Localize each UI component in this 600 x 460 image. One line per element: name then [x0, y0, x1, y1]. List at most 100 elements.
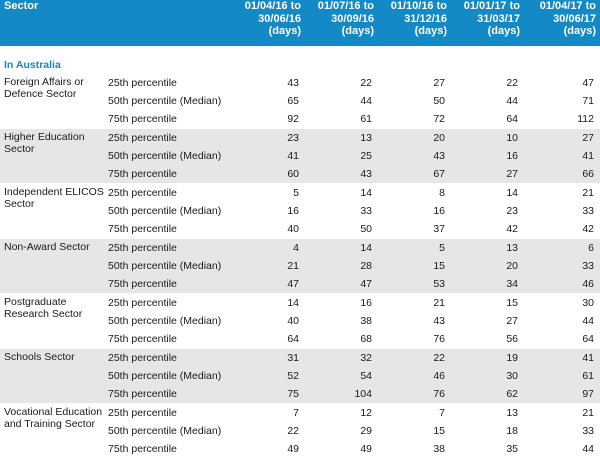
value-cell: 66: [524, 165, 600, 184]
value-cell: 18: [506, 425, 518, 437]
value-cell: 12: [305, 403, 378, 422]
value-cell: 53: [378, 275, 451, 294]
percentile-label: 50th percentile (Median): [108, 257, 232, 275]
value-cell: 60: [232, 165, 305, 184]
value-cell: 8: [378, 183, 451, 202]
value-cell: 22: [378, 348, 451, 367]
sector-name: Postgraduate Research Sector: [0, 293, 108, 349]
value-cell: 27: [506, 315, 518, 327]
value-cell: 44: [582, 315, 594, 327]
sector-name: Independent ELICOS Sector: [0, 183, 108, 239]
value-cell: 76: [378, 385, 451, 404]
sector-name: Higher Education Sector: [0, 128, 108, 184]
value-cell: 15: [433, 425, 445, 437]
value-cell: 41: [524, 348, 600, 367]
value-cell: 47: [305, 275, 378, 294]
period-start: 01/01/17 to: [463, 0, 520, 12]
table-row: 75th percentile 92 61 72 64 112: [0, 110, 600, 129]
table-row: 50th percentile (Median) 40 38 43 27 44: [0, 312, 600, 330]
value-cell: 30: [524, 293, 600, 312]
value-cell: 47: [232, 275, 305, 294]
percentile-label: 75th percentile: [108, 275, 232, 294]
table-row: 50th percentile (Median) 16 33 16 23 33: [0, 202, 600, 220]
period-start: 01/10/16 to: [390, 0, 447, 12]
table-row: Independent ELICOS Sector 25th percentil…: [0, 183, 600, 239]
percentile-label: 75th percentile: [108, 113, 177, 125]
value-cell: 7: [378, 403, 451, 422]
value-cell: 21: [524, 183, 600, 202]
percentile-label: 75th percentile: [108, 223, 177, 235]
table-row: Schools Sector 25th percentile 31 32 22 …: [0, 348, 600, 404]
percentile-label: 50th percentile (Median): [108, 425, 222, 437]
value-cell: 5: [378, 238, 451, 257]
period-column-header: 01/01/17 to 31/03/17 (days): [451, 0, 524, 46]
value-cell: 41: [524, 147, 600, 165]
sector-column-header: Sector: [0, 0, 232, 46]
value-cell: 44: [506, 95, 518, 107]
value-cell: 65: [287, 95, 299, 107]
value-cell: 54: [305, 367, 378, 385]
value-cell: 76: [433, 333, 445, 345]
value-cell: 33: [524, 257, 600, 275]
value-cell: 22: [305, 73, 378, 92]
table-row: Foreign Affairs or Defence Sector 25th p…: [0, 73, 600, 129]
percentile-label: 25th percentile: [108, 183, 232, 202]
value-cell: 38: [433, 443, 445, 455]
percentile-label: 25th percentile: [108, 128, 232, 147]
value-cell: 7: [232, 403, 305, 422]
value-cell: 14: [305, 238, 378, 257]
value-cell: 41: [232, 147, 305, 165]
value-cell: 16: [305, 293, 378, 312]
value-cell: 32: [305, 348, 378, 367]
percentile-label: 25th percentile: [108, 238, 232, 257]
value-cell: 23: [232, 128, 305, 147]
percentile-label: 50th percentile (Median): [108, 315, 222, 327]
value-cell: 23: [506, 205, 518, 217]
period-unit: (days): [414, 25, 447, 37]
value-cell: 46: [378, 367, 451, 385]
sector-name: Vocational Education and Training Sector: [0, 403, 108, 458]
period-column-header: 01/07/16 to 30/09/16 (days): [305, 0, 378, 46]
value-cell: 16: [433, 205, 445, 217]
table-row: 50th percentile (Median) 21 28 15 20 33: [0, 257, 600, 275]
period-start: 01/07/16 to: [317, 0, 374, 12]
period-start: 01/04/16 to: [244, 0, 301, 12]
period-column-header: 01/04/17 to 30/06/17 (days): [524, 0, 600, 46]
table-row: 50th percentile (Median) 22 29 15 18 33: [0, 422, 600, 440]
period-end: 30/06/17: [553, 12, 596, 25]
value-cell: 38: [360, 315, 372, 327]
value-cell: 28: [305, 257, 378, 275]
value-cell: 13: [451, 403, 524, 422]
value-cell: 21: [232, 257, 305, 275]
percentile-label: 50th percentile (Median): [108, 147, 232, 165]
period-column-header: 01/10/16 to 31/12/16 (days): [378, 0, 451, 46]
table-row: 75th percentile 75 104 76 62 97: [0, 385, 600, 404]
value-cell: 43: [433, 315, 445, 327]
value-cell: 35: [506, 443, 518, 455]
value-cell: 40: [287, 315, 299, 327]
sector-name: Non-Award Sector: [0, 238, 108, 294]
table-row: 50th percentile (Median) 52 54 46 30 61: [0, 367, 600, 385]
value-cell: 56: [506, 333, 518, 345]
period-end: 31/12/16: [404, 12, 447, 25]
value-cell: 5: [232, 183, 305, 202]
value-cell: 49: [360, 443, 372, 455]
value-cell: 49: [287, 443, 299, 455]
sector-group: Higher Education Sector 25th percentile …: [0, 128, 600, 184]
value-cell: 14: [232, 293, 305, 312]
value-cell: 29: [360, 425, 372, 437]
value-cell: 42: [506, 223, 518, 235]
value-cell: 67: [378, 165, 451, 184]
value-cell: 27: [451, 165, 524, 184]
percentile-label: 50th percentile (Median): [108, 205, 222, 217]
sector-group: Non-Award Sector 25th percentile 4 14 5 …: [0, 238, 600, 294]
value-cell: 34: [451, 275, 524, 294]
value-cell: 50: [433, 95, 445, 107]
value-cell: 13: [305, 128, 378, 147]
sector-group: Foreign Affairs or Defence Sector 25th p…: [0, 73, 600, 129]
value-cell: 43: [232, 73, 305, 92]
value-cell: 14: [451, 183, 524, 202]
region-label: In Australia: [4, 59, 61, 71]
value-cell: 50: [360, 223, 372, 235]
sector-name: Foreign Affairs or Defence Sector: [0, 73, 108, 129]
